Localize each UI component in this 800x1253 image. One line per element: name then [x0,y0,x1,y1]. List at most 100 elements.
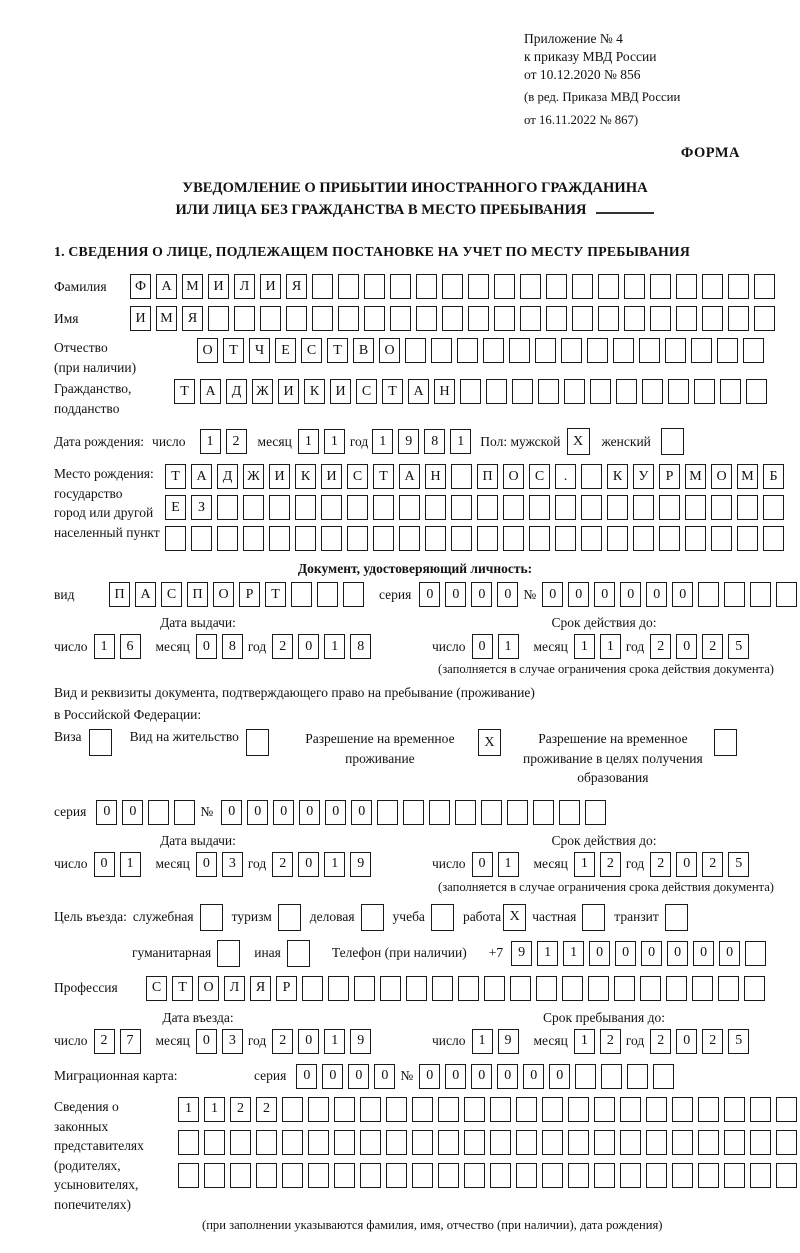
char-cell[interactable]: Д [226,379,247,405]
char-cell[interactable] [776,1162,797,1188]
char-cell[interactable] [483,338,504,363]
char-cell[interactable]: 1 [178,1096,199,1122]
char-cell[interactable]: 1 [297,429,319,455]
char-cell[interactable] [594,1162,615,1188]
char-cell[interactable] [668,379,689,405]
purpose-work-checkbox[interactable]: X [503,903,527,931]
char-cell[interactable]: Я [182,306,203,331]
char-cell[interactable]: О [503,464,524,490]
char-cell[interactable]: Б [763,464,784,490]
char-cell[interactable] [743,338,764,363]
char-cell[interactable] [217,526,238,552]
char-cell[interactable] [256,1162,277,1188]
char-cell[interactable]: К [304,379,325,405]
char-cell[interactable] [390,274,411,299]
char-cell[interactable] [601,1063,623,1089]
purpose-transit-checkbox[interactable] [664,903,688,931]
char-cell[interactable] [691,338,712,363]
char-cell[interactable]: С [161,582,182,608]
char-cell[interactable] [542,1129,563,1155]
char-cell[interactable]: П [109,582,130,608]
char-cell[interactable]: А [156,274,177,299]
char-cell[interactable] [585,799,607,825]
char-cell[interactable]: 1 [599,634,621,660]
char-cell[interactable]: 0 [471,1063,493,1089]
char-cell[interactable]: С [146,975,167,1001]
char-cell[interactable]: Р [276,975,297,1001]
char-cell[interactable] [624,274,645,299]
char-cell[interactable] [724,1129,745,1155]
char-cell[interactable]: 0 [419,1063,441,1089]
char-cell[interactable]: И [208,274,229,299]
char-cell[interactable]: 2 [599,1028,621,1054]
char-cell[interactable] [438,1096,459,1122]
char-cell[interactable] [665,338,686,363]
char-cell[interactable] [334,1162,355,1188]
char-cell[interactable] [646,1096,667,1122]
char-cell[interactable] [698,1162,719,1188]
char-cell[interactable] [685,495,706,521]
char-cell[interactable] [692,975,713,1001]
char-cell[interactable]: 3 [221,851,243,877]
char-cell[interactable] [338,306,359,331]
char-cell[interactable]: 2 [225,429,247,455]
char-cell[interactable]: 1 [324,851,346,877]
char-cell[interactable] [464,1096,485,1122]
char-cell[interactable] [416,274,437,299]
char-cell[interactable]: 0 [693,940,715,966]
char-cell[interactable] [627,1063,649,1089]
char-cell[interactable] [698,1129,719,1155]
char-cell[interactable] [698,582,720,608]
char-cell[interactable] [594,1129,615,1155]
char-cell[interactable]: 0 [195,851,217,877]
char-cell[interactable] [269,526,290,552]
char-cell[interactable] [312,274,333,299]
char-cell[interactable] [702,306,723,331]
char-cell[interactable]: 1 [119,851,141,877]
char-cell[interactable] [386,1096,407,1122]
char-cell[interactable]: 1 [563,940,585,966]
char-cell[interactable]: 0 [676,634,698,660]
char-cell[interactable] [598,306,619,331]
visa-checkbox[interactable] [88,729,112,757]
char-cell[interactable]: 0 [93,851,115,877]
char-cell[interactable] [405,338,426,363]
char-cell[interactable] [438,1162,459,1188]
char-cell[interactable]: 2 [272,851,294,877]
char-cell[interactable] [720,379,741,405]
char-cell[interactable]: 2 [256,1096,277,1122]
purpose-other-checkbox[interactable] [286,939,310,967]
char-cell[interactable] [581,495,602,521]
char-cell[interactable] [542,1096,563,1122]
char-cell[interactable] [148,799,170,825]
char-cell[interactable] [542,1162,563,1188]
char-cell[interactable]: А [191,464,212,490]
char-cell[interactable] [633,495,654,521]
char-cell[interactable] [529,495,550,521]
char-cell[interactable] [776,582,798,608]
char-cell[interactable]: М [182,274,203,299]
char-cell[interactable] [588,975,609,1001]
char-cell[interactable] [512,379,533,405]
char-cell[interactable] [776,1096,797,1122]
char-cell[interactable] [230,1129,251,1155]
char-cell[interactable]: 1 [323,429,345,455]
char-cell[interactable] [676,306,697,331]
purpose-official-checkbox[interactable] [199,903,223,931]
char-cell[interactable] [360,1129,381,1155]
char-cell[interactable] [724,1096,745,1122]
char-cell[interactable] [174,799,196,825]
char-cell[interactable] [490,1162,511,1188]
char-cell[interactable] [468,306,489,331]
char-cell[interactable] [503,526,524,552]
char-cell[interactable]: 2 [650,851,672,877]
char-cell[interactable] [260,306,281,331]
temp-residence-checkbox[interactable]: X [477,729,501,757]
char-cell[interactable] [750,582,772,608]
char-cell[interactable]: Н [425,464,446,490]
char-cell[interactable]: И [269,464,290,490]
char-cell[interactable] [642,379,663,405]
char-cell[interactable] [750,1096,771,1122]
char-cell[interactable] [464,1162,485,1188]
char-cell[interactable] [711,526,732,552]
